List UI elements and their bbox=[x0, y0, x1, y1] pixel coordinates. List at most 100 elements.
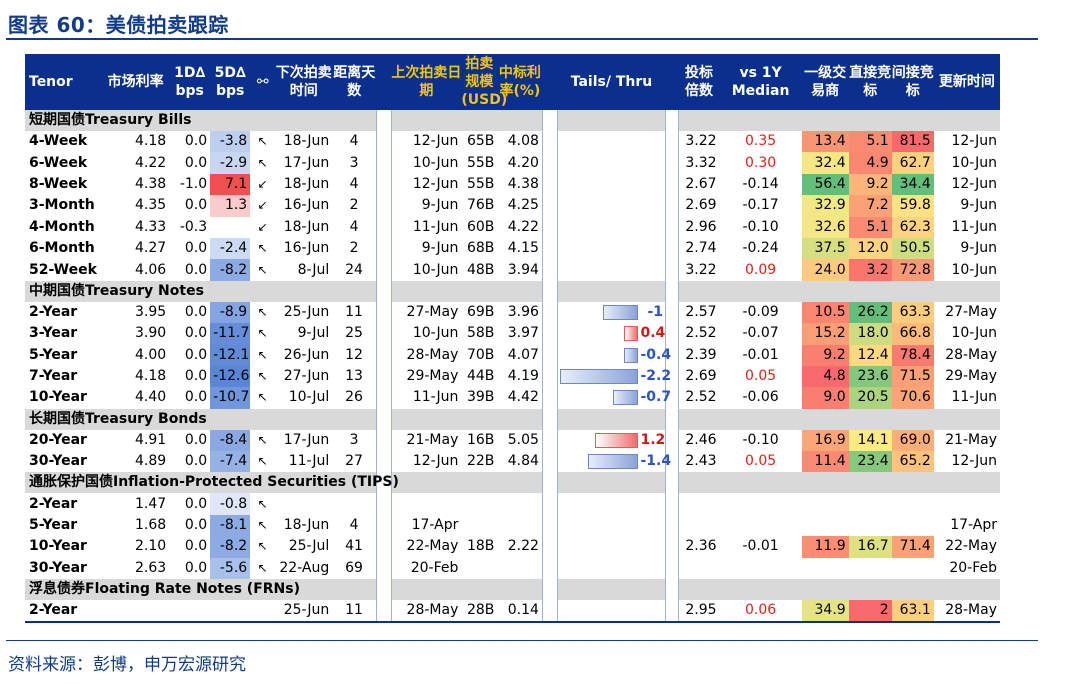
vs-1y-median: -0.17 bbox=[742, 197, 779, 214]
change-1d: 0.0 bbox=[184, 240, 208, 257]
days-until: 69 bbox=[345, 559, 363, 576]
section-fill bbox=[391, 472, 543, 494]
tenor-label: 30-Year bbox=[29, 453, 87, 470]
high-rate: 5.05 bbox=[507, 431, 539, 448]
tenor-label: 3-Month bbox=[29, 197, 95, 214]
column-gap bbox=[541, 216, 558, 238]
section-fill bbox=[391, 579, 543, 601]
days-until: 11 bbox=[345, 303, 363, 320]
bid-to-cover: 2.52 bbox=[685, 325, 717, 342]
days-until: 13 bbox=[345, 368, 363, 385]
market-rate: 4.40 bbox=[134, 389, 167, 406]
vs-1y-median: 0.09 bbox=[745, 261, 777, 278]
column-gap bbox=[375, 365, 392, 388]
header-direct-bidders: 直接竞标 bbox=[848, 54, 892, 110]
table-row: 30-Year 2.63 0.0 -5.6 ↖ 22-Aug 69 20-Feb 20-Feb bbox=[25, 557, 1000, 580]
auction-size: 16B bbox=[466, 431, 495, 448]
change-1d: 0.0 bbox=[184, 154, 208, 171]
change-1d: 0.0 bbox=[184, 453, 208, 470]
update-time: 10-Jun bbox=[951, 154, 997, 171]
bid-to-cover: 2.67 bbox=[685, 175, 717, 192]
change-5d: -11.7 bbox=[210, 323, 251, 345]
tails-value: -0.4 bbox=[640, 346, 672, 363]
column-gap bbox=[375, 195, 392, 217]
auction-size bbox=[461, 558, 497, 579]
next-auction-date: 8-Jul bbox=[297, 261, 330, 278]
trend-arrow-icon: ↖ bbox=[257, 326, 268, 341]
column-gap bbox=[375, 472, 392, 494]
column-gap bbox=[541, 514, 558, 537]
last-auction-date: 12-Jun bbox=[412, 453, 459, 470]
column-gap bbox=[375, 408, 392, 430]
trend-arrow-icon: ↖ bbox=[257, 539, 268, 554]
auction-size: 55B bbox=[466, 175, 495, 192]
direct-bidders: 20.5 bbox=[848, 387, 892, 409]
header-row: Tenor 市场利率 1D∆ bps 5D∆ bps ⚯ 下次拍卖时间 距离天数… bbox=[25, 54, 1000, 110]
header-5d-change: 5D∆ bps bbox=[210, 54, 251, 110]
table-row: 52-Week 4.06 0.0 -8.2 ↖ 8-Jul 24 10-Jun 48B 3.94 3… bbox=[25, 259, 1000, 281]
column-gap bbox=[541, 579, 558, 601]
change-1d: 0.0 bbox=[184, 133, 208, 150]
direct-bidders: 7.2 bbox=[848, 195, 892, 217]
indirect-bidders: 78.4 bbox=[891, 344, 934, 366]
direct-bidders: 14.1 bbox=[848, 429, 892, 452]
high-rate: 4.19 bbox=[507, 368, 539, 385]
high-rate: 4.84 bbox=[507, 453, 539, 470]
column-gap bbox=[375, 152, 392, 174]
tails-bar-cell bbox=[557, 387, 638, 408]
auction-size bbox=[461, 493, 497, 514]
primary-dealers: 9.2 bbox=[801, 344, 849, 366]
indirect-bidders: 62.7 bbox=[891, 152, 934, 174]
last-auction-date: 28-May bbox=[391, 600, 462, 624]
column-gap bbox=[665, 259, 680, 281]
bid-to-cover: 2.52 bbox=[685, 389, 717, 406]
update-time: 9-Jun bbox=[960, 197, 997, 214]
table-row: 2-Year 25-Jun 11 28-May 28B 0.14 2.95 0.06 34.9 2… bbox=[25, 600, 1000, 624]
primary-dealers: 32.4 bbox=[801, 152, 849, 174]
indirect-bidders: 69.0 bbox=[891, 429, 934, 452]
column-gap bbox=[541, 237, 558, 260]
primary-dealers: 32.9 bbox=[801, 195, 849, 217]
column-gap bbox=[375, 579, 392, 601]
column-gap bbox=[541, 131, 558, 153]
tenor-label: 2-Year bbox=[25, 600, 103, 624]
high-rate: 0.14 bbox=[497, 600, 543, 624]
primary-dealers bbox=[802, 515, 849, 536]
tails-bar-cell bbox=[557, 302, 638, 323]
header-indirect-bidders: 间接竞标 bbox=[891, 54, 934, 110]
section-header: 通胀保护国债Inflation-Protected Securities (TI… bbox=[25, 472, 1000, 494]
column-gap bbox=[665, 195, 680, 217]
bid-to-cover: 3.32 bbox=[685, 154, 717, 171]
tenor-label: 6-Month bbox=[29, 240, 95, 257]
column-gap bbox=[665, 237, 680, 260]
days-until: 4 bbox=[349, 175, 359, 192]
change-5d: -8.2 bbox=[210, 259, 251, 281]
market-rate: 4.06 bbox=[134, 261, 167, 278]
last-auction-date bbox=[391, 493, 461, 514]
primary-dealers: 16.9 bbox=[801, 429, 849, 452]
change-5d: -5.6 bbox=[210, 557, 251, 580]
column-gap bbox=[665, 579, 680, 601]
next-auction-date: 16-Jun bbox=[283, 197, 330, 214]
vs-1y-median: -0.10 bbox=[742, 218, 779, 235]
auction-size: 48B bbox=[466, 261, 495, 278]
high-rate: 4.22 bbox=[507, 218, 539, 235]
trend-arrow-icon: ↖ bbox=[257, 496, 268, 511]
tails-value bbox=[638, 515, 666, 536]
tenor-label: 3-Year bbox=[29, 325, 78, 342]
table-row: 8-Week 4.38 -1.0 7.1 ↙ 18-Jun 4 12-Jun 55B 4.38 2.… bbox=[25, 173, 1000, 196]
tails-value: -1.4 bbox=[640, 453, 672, 470]
column-gap bbox=[541, 323, 558, 345]
next-auction-date: 25-Jul bbox=[288, 538, 330, 555]
market-rate: 4.00 bbox=[134, 346, 167, 363]
column-gap bbox=[375, 493, 392, 515]
table-row: 10-Year 4.40 0.0 -10.7 ↖ 10-Jul 26 11-Jun 39B 4.4… bbox=[25, 387, 1000, 409]
column-gap bbox=[375, 323, 392, 345]
market-rate: 4.89 bbox=[134, 453, 167, 470]
column-gap bbox=[665, 173, 680, 196]
change-5d: -2.9 bbox=[210, 152, 251, 174]
days-until: 3 bbox=[349, 431, 359, 448]
section-fill bbox=[391, 110, 543, 131]
column-gap bbox=[541, 280, 558, 302]
indirect-bidders: 34.4 bbox=[891, 173, 934, 196]
